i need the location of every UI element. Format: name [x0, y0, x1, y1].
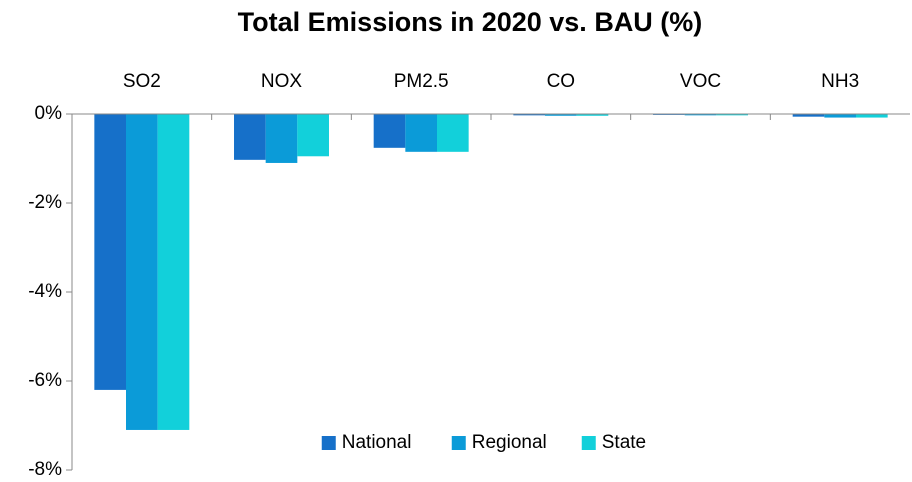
legend-label: Regional [472, 432, 547, 453]
legend-label: State [602, 432, 646, 453]
y-tick-label: 0% [35, 103, 63, 124]
bar [157, 114, 190, 430]
bar [373, 114, 406, 148]
bar [234, 114, 266, 160]
bar [824, 114, 856, 118]
x-tick-label: NOX [261, 71, 303, 92]
bar [436, 114, 469, 152]
bar [576, 114, 609, 116]
x-tick-label: CO [547, 71, 576, 92]
bar [716, 114, 748, 116]
legend-swatch [321, 436, 336, 450]
x-tick-label: PM2.5 [394, 71, 449, 92]
y-tick-label: -6% [28, 370, 62, 391]
y-tick-label: -8% [28, 459, 62, 480]
bar [855, 114, 888, 118]
bar [792, 114, 825, 117]
y-tick-label: -2% [28, 192, 62, 213]
legend-swatch [581, 436, 596, 450]
bar [297, 114, 329, 157]
bar [265, 114, 298, 163]
bar [684, 114, 717, 116]
bar [405, 114, 437, 152]
chart-title: Total Emissions in 2020 vs. BAU (%) [238, 7, 703, 37]
bar [545, 114, 577, 116]
x-tick-label: VOC [680, 71, 721, 92]
x-tick-label: SO2 [123, 71, 161, 92]
legend-label: National [342, 432, 412, 453]
y-tick-label: -4% [28, 281, 62, 302]
bar [126, 114, 158, 430]
x-tick-label: NH3 [821, 71, 859, 92]
legend-swatch [451, 436, 466, 450]
bar [94, 114, 127, 390]
bar [513, 114, 546, 116]
